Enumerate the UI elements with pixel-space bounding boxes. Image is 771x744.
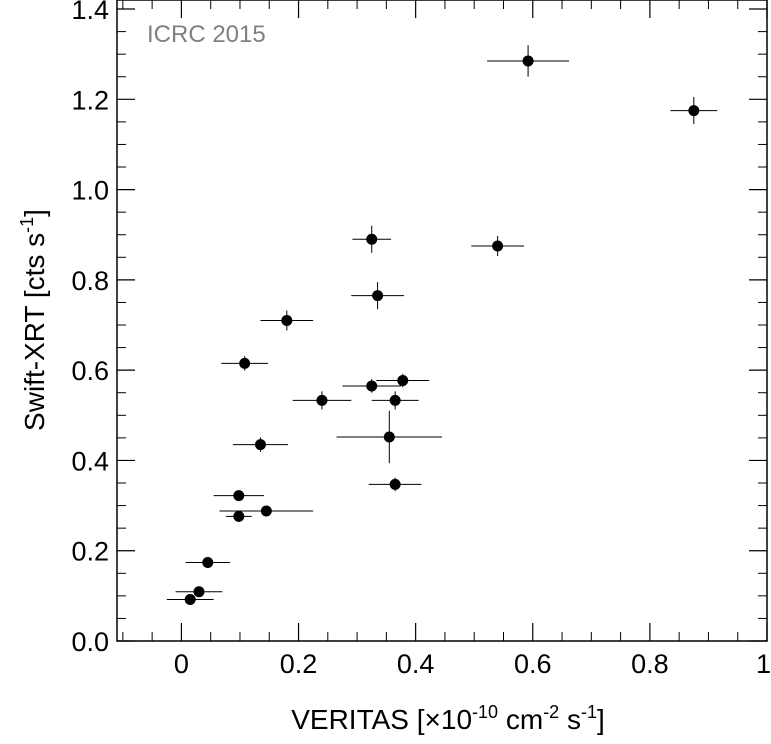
data-point: [185, 556, 231, 568]
axis-tick-labels: 0 0.2 0.4 0.6 0.8 1 0.0 0.2 0.4 0.6 0.8 1.0 1.2 1.4: [71, 0, 771, 679]
point-marker: [184, 593, 196, 605]
data-point: [342, 379, 402, 393]
x-axis-title: VERITAS [×10-10 cm-2 s-1]: [291, 702, 605, 735]
x-tick-label: 1: [756, 649, 771, 679]
data-point: [487, 45, 570, 77]
y-tick-label: 0.0: [71, 627, 109, 657]
x-tick-label: 0.6: [514, 649, 552, 679]
point-marker: [233, 490, 245, 502]
data-point: [471, 236, 524, 256]
point-marker: [281, 315, 293, 326]
data-point: [260, 310, 314, 331]
data-point: [166, 593, 214, 605]
y-tick-label: 0.4: [71, 446, 109, 476]
data-point: [371, 391, 419, 410]
data-point: [292, 391, 352, 410]
data-point: [213, 490, 264, 502]
data-point: [336, 410, 442, 464]
point-marker: [239, 357, 251, 369]
point-marker: [366, 233, 378, 245]
x-tick-label: 0.2: [280, 649, 318, 679]
data-point: [221, 356, 269, 371]
axis-ticks: [117, 0, 768, 642]
icrc-annotation: ICRC 2015: [147, 21, 266, 48]
point-marker: [372, 290, 384, 302]
y-tick-label: 0.8: [71, 266, 109, 296]
point-marker: [522, 55, 534, 67]
point-marker: [389, 394, 401, 406]
y-tick-label: 0.6: [71, 356, 109, 386]
point-marker: [233, 510, 245, 522]
point-marker: [193, 586, 205, 598]
plot-frame: [116, 0, 768, 642]
point-marker: [389, 478, 401, 490]
point-marker: [316, 394, 328, 406]
point-marker: [688, 105, 700, 117]
data-point: [670, 97, 718, 125]
point-marker: [397, 375, 409, 387]
y-tick-label: 1.0: [71, 176, 109, 206]
y-tick-label: 0.2: [71, 537, 109, 567]
point-marker: [383, 431, 395, 443]
data-point: [175, 586, 223, 598]
data-point: [368, 477, 422, 492]
data-point: [352, 225, 392, 253]
point-marker: [202, 556, 214, 568]
y-axis-title: Swift-XRT [cts s-1]: [17, 209, 50, 431]
point-marker: [492, 240, 504, 252]
data-point: [219, 505, 314, 517]
y-tick-label: 1.4: [71, 0, 109, 25]
data-points: [166, 45, 718, 605]
point-marker: [366, 380, 378, 392]
data-point: [376, 373, 430, 388]
y-tick-label: 1.2: [71, 85, 109, 115]
x-tick-label: 0.8: [631, 649, 669, 679]
point-marker: [260, 505, 272, 517]
point-marker: [254, 439, 266, 451]
x-tick-label: 0: [174, 649, 189, 679]
data-point: [232, 437, 288, 452]
data-point: [225, 510, 252, 522]
data-point: [351, 282, 404, 310]
x-tick-label: 0.4: [397, 649, 435, 679]
